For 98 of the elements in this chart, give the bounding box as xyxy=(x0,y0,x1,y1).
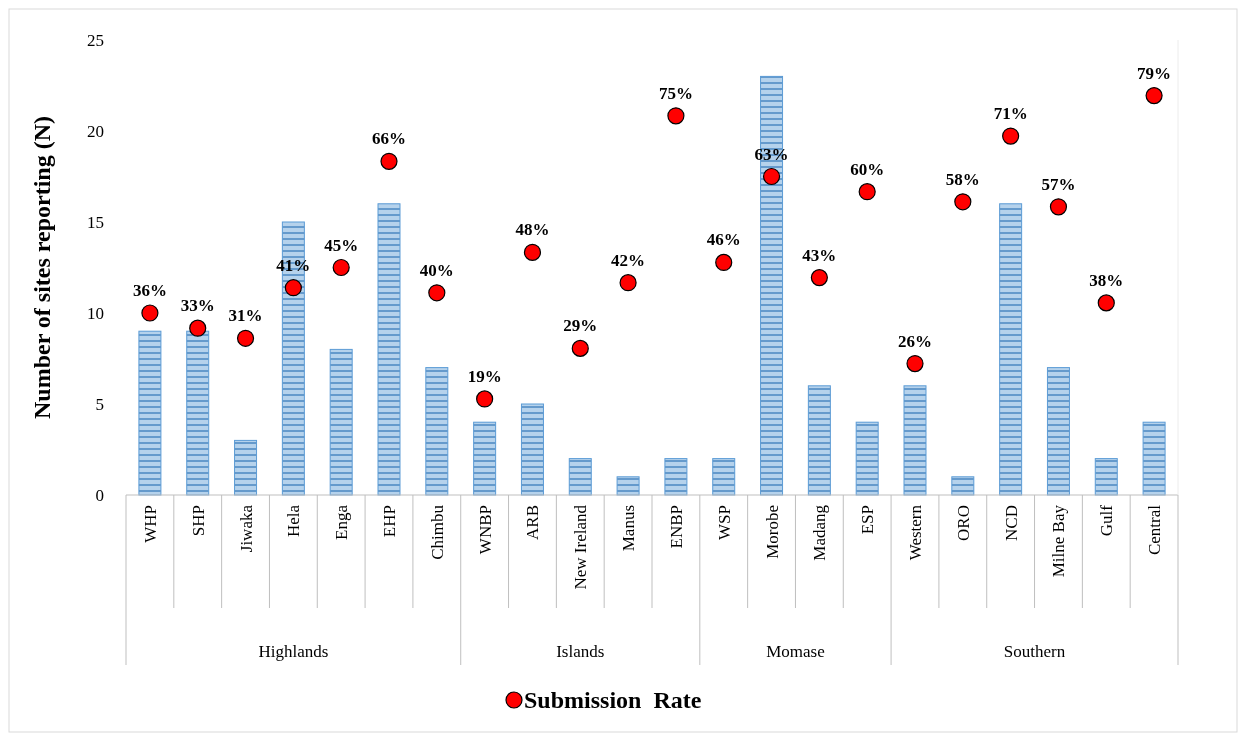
data-label: 36% xyxy=(132,281,167,300)
x-tick-label: SHP xyxy=(188,505,208,537)
point xyxy=(1145,87,1163,105)
bar xyxy=(138,330,162,496)
bar xyxy=(807,385,831,496)
y-tick-label: 20 xyxy=(87,122,104,141)
data-label: 58% xyxy=(945,169,980,189)
point xyxy=(332,258,350,277)
data-label: 57% xyxy=(1041,174,1076,194)
bar xyxy=(712,458,736,496)
x-tick-label: Milne Bay xyxy=(1049,504,1069,578)
bar xyxy=(234,439,258,496)
bar xyxy=(855,421,879,496)
x-tick-label: Hela xyxy=(284,504,304,538)
point xyxy=(906,354,924,373)
x-tick-label: WNBP xyxy=(475,505,495,555)
data-label: 43% xyxy=(802,245,837,265)
bar xyxy=(1046,367,1070,496)
data-label: 46% xyxy=(706,230,741,250)
data-label: 33% xyxy=(180,296,215,316)
x-tick-label: Manus xyxy=(619,505,639,552)
x-tick-label: Gulf xyxy=(1097,504,1117,537)
data-label: 38% xyxy=(1089,270,1124,290)
x-tick-label: ENBP xyxy=(666,505,686,549)
data-label: 79% xyxy=(1137,63,1172,83)
point xyxy=(476,390,494,408)
x-tick-label: NCD xyxy=(1001,505,1021,541)
bar xyxy=(1094,458,1118,496)
data-label: 66% xyxy=(372,129,406,149)
x-tick-label: Madang xyxy=(810,504,830,561)
point xyxy=(954,193,972,211)
bar xyxy=(999,203,1023,496)
text: Highlands xyxy=(258,642,329,661)
x-tick-label: WSP xyxy=(714,505,734,540)
x-tick-label: EHP xyxy=(380,505,399,538)
bar xyxy=(425,367,449,496)
point xyxy=(810,269,828,287)
data-label: 71% xyxy=(993,104,1028,124)
bar xyxy=(664,458,688,496)
x-tick-label: ORO xyxy=(953,505,973,541)
point xyxy=(141,304,159,322)
bar xyxy=(186,330,210,496)
y-axis-title: Number of sites reporting (N) xyxy=(29,115,55,420)
data-label: 19% xyxy=(467,366,502,386)
data-label: 42% xyxy=(611,250,646,270)
point xyxy=(189,319,207,337)
bar xyxy=(520,403,544,496)
point xyxy=(284,279,302,297)
x-tick-label: New Ireland xyxy=(571,504,591,590)
data-label: 75% xyxy=(658,83,693,103)
text: Momase xyxy=(766,642,825,661)
bar xyxy=(377,203,401,496)
data-label: 40% xyxy=(419,260,454,280)
x-tick-label: Jiwaka xyxy=(236,504,256,553)
y-tick-label: 25 xyxy=(87,31,104,50)
x-tick-label: Chimbu xyxy=(427,504,447,560)
point xyxy=(715,253,733,272)
x-tick-label: ARB xyxy=(523,505,543,540)
point xyxy=(1097,294,1115,312)
data-label: 31% xyxy=(228,306,263,326)
bar xyxy=(329,348,353,496)
y-tick-label: 5 xyxy=(95,395,104,414)
point xyxy=(1049,198,1068,216)
y-tick-label: 0 xyxy=(95,486,104,505)
x-tick-label: ESP xyxy=(858,505,878,535)
y-tick-label: 10 xyxy=(87,304,104,323)
data-label: 45% xyxy=(324,235,359,255)
bar xyxy=(951,476,975,496)
data-label: 41% xyxy=(276,255,311,275)
text: Islands xyxy=(556,642,605,661)
point xyxy=(571,339,589,357)
x-tick-label: Western xyxy=(906,504,925,561)
data-label: 26% xyxy=(898,331,932,351)
point xyxy=(667,107,685,125)
x-tick-label: Enga xyxy=(332,504,352,540)
data-label: 48% xyxy=(515,220,550,240)
point xyxy=(619,274,637,292)
point xyxy=(523,243,542,261)
data-label: 60% xyxy=(850,159,885,179)
x-tick-label: Central xyxy=(1145,504,1165,556)
x-tick-label: Morobe xyxy=(762,505,782,559)
bar xyxy=(568,458,592,496)
point xyxy=(1002,127,1020,145)
point xyxy=(236,329,255,347)
text: Southern xyxy=(1003,642,1066,661)
point xyxy=(380,152,398,170)
data-label: 63% xyxy=(754,144,789,164)
legend-label: Submission Rate xyxy=(524,687,702,713)
point xyxy=(762,167,781,186)
point xyxy=(428,284,446,302)
x-tick-label: WHP xyxy=(140,505,160,543)
bar xyxy=(1142,421,1166,496)
point xyxy=(858,183,876,201)
bar xyxy=(616,476,640,496)
y-tick-label: 15 xyxy=(87,213,104,232)
bar xyxy=(473,421,497,496)
bar xyxy=(903,385,927,496)
data-label: 29% xyxy=(563,316,598,336)
